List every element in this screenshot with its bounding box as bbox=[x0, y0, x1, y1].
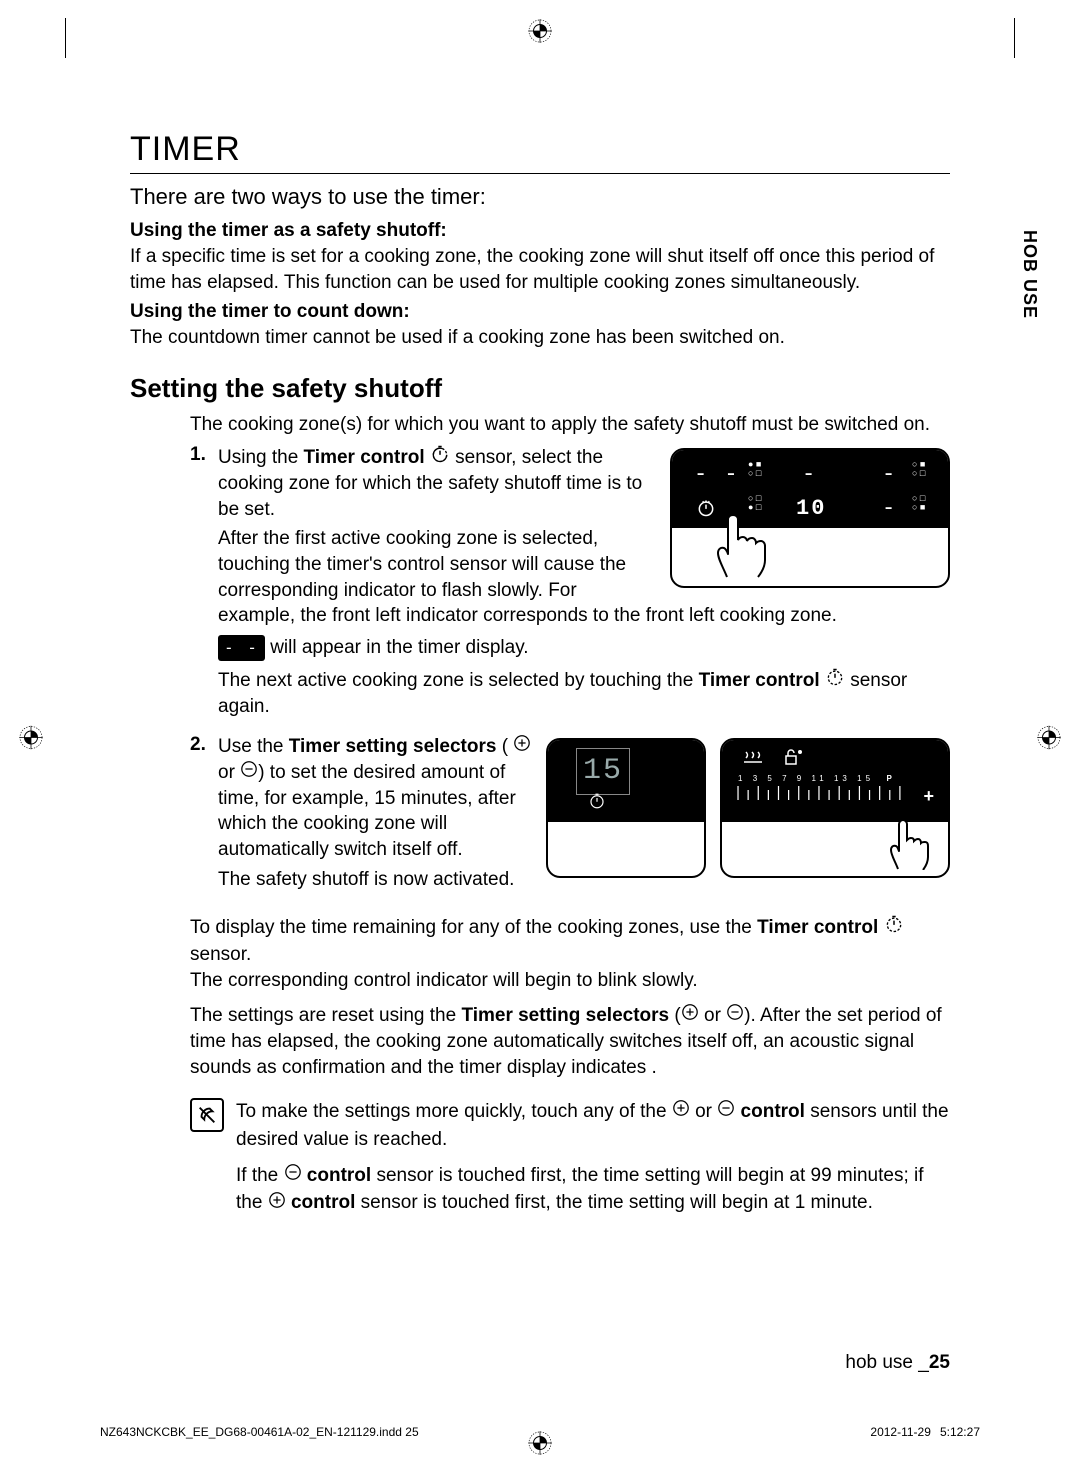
dash-display-icon: - - bbox=[218, 635, 265, 661]
fig2b-hand-icon bbox=[886, 812, 942, 878]
fig1-zone-dots-1: ● ■○ □ bbox=[748, 460, 761, 478]
control-panel-figure-2: 15 1 3 5 7 9 11 13 15 P bbox=[546, 738, 950, 878]
step-1-body: - - ● ■○ □ - - ○ ■○ □ ○ □● □ 10 - ○ □○ ■… bbox=[218, 444, 950, 721]
step2-b: Timer setting selectors bbox=[289, 736, 497, 757]
fig1-zone-dots-2: ○ ■○ □ bbox=[912, 460, 925, 478]
plus-label: + bbox=[923, 784, 934, 808]
heat-icon bbox=[742, 748, 766, 774]
step1-text-f2: Timer control bbox=[699, 670, 820, 691]
footer-page: 25 bbox=[929, 1352, 950, 1373]
step-1: 1. - - ● ■○ □ - - ○ ■○ □ ○ □● □ 10 - ○ □… bbox=[190, 444, 950, 721]
step1-text-b: Timer control bbox=[304, 446, 425, 467]
control-panel-figure-1: - - ● ■○ □ - - ○ ■○ □ ○ □● □ 10 - ○ □○ ■ bbox=[670, 448, 950, 588]
countdown-heading: Using the timer to count down: bbox=[130, 301, 950, 323]
step2-c: ( bbox=[496, 736, 508, 757]
fig1-hand-icon bbox=[712, 513, 782, 586]
fig1-display-3: - bbox=[882, 460, 897, 490]
note-block: To make the settings more quickly, touch… bbox=[190, 1098, 950, 1217]
step-2: 2. 15 bbox=[190, 734, 950, 892]
imprint-filename: NZ643NCKCBK_EE_DG68-00461A-02_EN-121129.… bbox=[100, 1425, 419, 1439]
timer-icon bbox=[430, 444, 450, 472]
plus-icon bbox=[268, 1190, 286, 1218]
page-footer: hob use _25 bbox=[845, 1352, 950, 1374]
step1-text-f1: The next active cooking zone is selected… bbox=[218, 670, 699, 691]
minus-icon bbox=[240, 760, 258, 786]
registration-mark-left bbox=[18, 724, 44, 755]
setting-subtitle: Setting the safety shutoff bbox=[130, 373, 950, 404]
step-2-number: 2. bbox=[190, 734, 218, 892]
minus-icon bbox=[717, 1098, 735, 1126]
registration-mark-bottom bbox=[527, 1430, 553, 1461]
countdown-paragraph: The countdown timer cannot be used if a … bbox=[130, 325, 950, 351]
step2-e: ) to set the desired amount of time, for… bbox=[218, 762, 516, 860]
footer-label: hob use _ bbox=[845, 1352, 928, 1373]
page-content: TIMER There are two ways to use the time… bbox=[130, 130, 950, 1217]
page-title: TIMER bbox=[130, 130, 950, 174]
fig2a-display: 15 bbox=[583, 754, 623, 788]
shutoff-paragraph: If a specific time is set for a cooking … bbox=[130, 244, 950, 295]
timer-icon bbox=[825, 667, 845, 695]
plus-icon bbox=[513, 734, 531, 760]
step-1-number: 1. bbox=[190, 444, 218, 721]
fig1-display-2: - bbox=[802, 460, 817, 490]
note-icon bbox=[190, 1098, 224, 1132]
lock-icon bbox=[780, 748, 804, 774]
step2-f: The safety shutoff is now activated. bbox=[218, 869, 514, 890]
side-tab: HOB USE bbox=[1019, 230, 1040, 319]
setting-intro: The cooking zone(s) for which you want t… bbox=[190, 412, 950, 438]
figure-2a: 15 bbox=[546, 738, 706, 878]
step1-text-e: will appear in the timer display. bbox=[270, 637, 528, 658]
intro-text: There are two ways to use the timer: bbox=[130, 184, 950, 210]
shutoff-heading: Using the timer as a safety shutoff: bbox=[130, 220, 950, 242]
para-4: The settings are reset using the Timer s… bbox=[190, 1003, 950, 1080]
fig1-display-1: - - bbox=[694, 460, 740, 490]
registration-mark-right bbox=[1036, 724, 1062, 755]
step-2-body: 15 1 3 5 7 9 11 13 15 P bbox=[218, 734, 950, 892]
imprint-timestamp: 2012-11-29 5:12:27 bbox=[870, 1425, 980, 1439]
plus-icon bbox=[681, 1003, 699, 1029]
fig1-display-4: 10 bbox=[796, 494, 826, 524]
timer-icon bbox=[884, 914, 904, 942]
figure-2b: 1 3 5 7 9 11 13 15 P + bbox=[720, 738, 950, 878]
fig2a-timer-icon bbox=[588, 792, 606, 818]
fig1-zone-dots-4: ○ □○ ■ bbox=[912, 494, 925, 512]
fig1-display-5: - bbox=[882, 494, 897, 524]
registration-mark-top bbox=[527, 18, 553, 49]
step1-text-a: Using the bbox=[218, 446, 304, 467]
para-3: To display the time remaining for any of… bbox=[190, 914, 950, 993]
step2-d: or bbox=[218, 762, 240, 783]
fig1-zone-dots-3: ○ □● □ bbox=[748, 494, 761, 512]
note-text: To make the settings more quickly, touch… bbox=[236, 1098, 950, 1217]
minus-icon bbox=[726, 1003, 744, 1029]
minus-icon bbox=[284, 1162, 302, 1190]
plus-icon bbox=[672, 1098, 690, 1126]
scale-bar bbox=[736, 784, 908, 800]
step2-a: Use the bbox=[218, 736, 289, 757]
